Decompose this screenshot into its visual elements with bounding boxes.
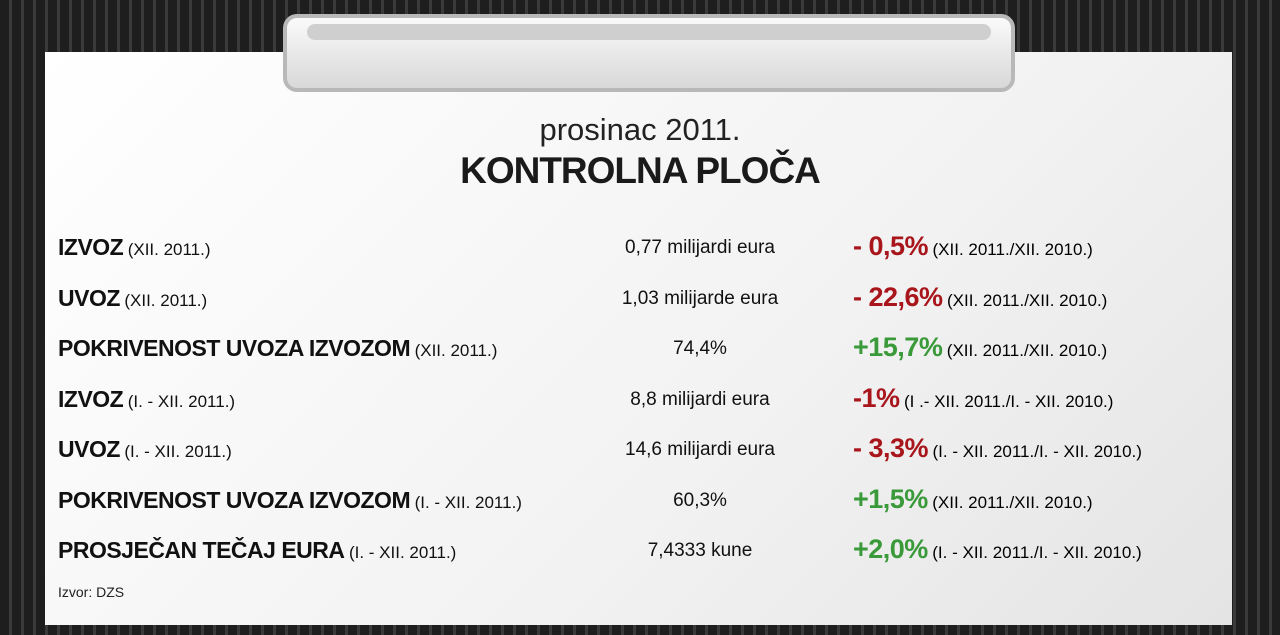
change-period: (XII. 2011./XII. 2010.) xyxy=(932,240,1093,259)
table-row: UVOZ (XII. 2011.) 1,03 milijarde eura - 22… xyxy=(0,277,1280,317)
indicator: IZVOZ xyxy=(58,234,124,260)
period: (XII. 2011.) xyxy=(127,240,211,259)
table-row: IZVOZ (XII. 2011.) 0,77 milijardi eura - 0… xyxy=(0,226,1280,266)
period: (I. - XII. 2011.) xyxy=(348,543,457,562)
value: 7,4333 kune xyxy=(647,540,753,561)
change-period: (XII. 2011./XII. 2010.) xyxy=(932,492,1093,512)
title: KONTROLNA PLOČA xyxy=(460,150,821,191)
change-value: -1% xyxy=(853,382,900,413)
change-value: - 0,5% xyxy=(853,231,929,261)
change: -1% (I .- XII. 2011./I. - XII. 2010.) xyxy=(853,383,1113,414)
change: +15,7% (XII. 2011./XII. 2010.) xyxy=(853,332,1107,363)
indicator: UVOZ xyxy=(58,436,120,462)
period: (I. - XII. 2011.) xyxy=(414,492,522,512)
change-value: +2,0% xyxy=(853,534,928,564)
change-value: +1,5% xyxy=(853,483,928,514)
value: 14,6 milijardi eura xyxy=(625,439,775,460)
value: 60,3% xyxy=(673,489,727,511)
row-label: POKRIVENOST UVOZA IZVOZOM (I. - XII. 201… xyxy=(58,487,522,514)
source: Izvor: DZS xyxy=(58,584,125,600)
change-period: (I. - XII. 2011./I. - XII. 2010.) xyxy=(932,543,1142,562)
indicator: POKRIVENOST UVOZA IZVOZOM xyxy=(58,486,411,513)
value: 74,4% xyxy=(673,338,727,359)
row-label: POKRIVENOST UVOZA IZVOZOM (XII. 2011.) xyxy=(58,335,497,362)
table-row: POKRIVENOST UVOZA IZVOZOM (I. - XII. 201… xyxy=(0,479,1280,519)
period: (I. - XII. 2011.) xyxy=(127,391,236,411)
row-label: UVOZ (I. - XII. 2011.) xyxy=(58,436,232,463)
value: 1,03 milijarde eura xyxy=(621,287,779,309)
change-value: +15,7% xyxy=(853,332,943,362)
change-period: (I .- XII. 2011./I. - XII. 2010.) xyxy=(903,391,1114,411)
period: (XII. 2011.) xyxy=(414,341,498,360)
indicator: UVOZ xyxy=(58,284,120,311)
change-period: (XII. 2011./XII. 2010.) xyxy=(947,290,1108,310)
period: (XII. 2011.) xyxy=(124,290,208,310)
change: - 0,5% (XII. 2011./XII. 2010.) xyxy=(853,231,1093,262)
subtitle: prosinac 2011. xyxy=(539,112,741,147)
row-label: PROSJEČAN TEČAJ EURA (I. - XII. 2011.) xyxy=(58,537,456,564)
table-row: IZVOZ (I. - XII. 2011.) 8,8 milijardi eur… xyxy=(0,378,1280,418)
change: +1,5% (XII. 2011./XII. 2010.) xyxy=(853,484,1093,515)
table-row: PROSJEČAN TEČAJ EURA (I. - XII. 2011.) 7,… xyxy=(0,529,1280,569)
indicator: POKRIVENOST UVOZA IZVOZOM xyxy=(58,335,411,361)
indicator: PROSJEČAN TEČAJ EURA xyxy=(58,537,345,563)
change: - 3,3% (I. - XII. 2011./I. - XII. 2010.) xyxy=(853,433,1142,464)
change-period: (I. - XII. 2011./I. - XII. 2010.) xyxy=(932,442,1142,461)
table-row: POKRIVENOST UVOZA IZVOZOM (XII. 2011.) 74… xyxy=(0,327,1280,367)
clipboard-clip xyxy=(283,14,1015,92)
change: +2,0% (I. - XII. 2011./I. - XII. 2010.) xyxy=(853,534,1142,565)
row-label: IZVOZ (I. - XII. 2011.) xyxy=(58,386,235,413)
change-period: (XII. 2011./XII. 2010.) xyxy=(946,341,1108,360)
change-value: - 3,3% xyxy=(853,433,929,463)
value: 0,77 milijardi eura xyxy=(625,237,775,258)
period: (I. - XII. 2011.) xyxy=(124,442,232,461)
paper xyxy=(45,52,1232,625)
change: - 22,6% (XII. 2011./XII. 2010.) xyxy=(853,282,1107,313)
value: 8,8 milijardi eura xyxy=(630,388,770,410)
table-row: UVOZ (I. - XII. 2011.) 14,6 milijardi eur… xyxy=(0,428,1280,468)
indicator: IZVOZ xyxy=(58,385,124,412)
row-label: IZVOZ (XII. 2011.) xyxy=(58,234,211,261)
row-label: UVOZ (XII. 2011.) xyxy=(58,285,207,312)
change-value: - 22,6% xyxy=(853,281,943,312)
